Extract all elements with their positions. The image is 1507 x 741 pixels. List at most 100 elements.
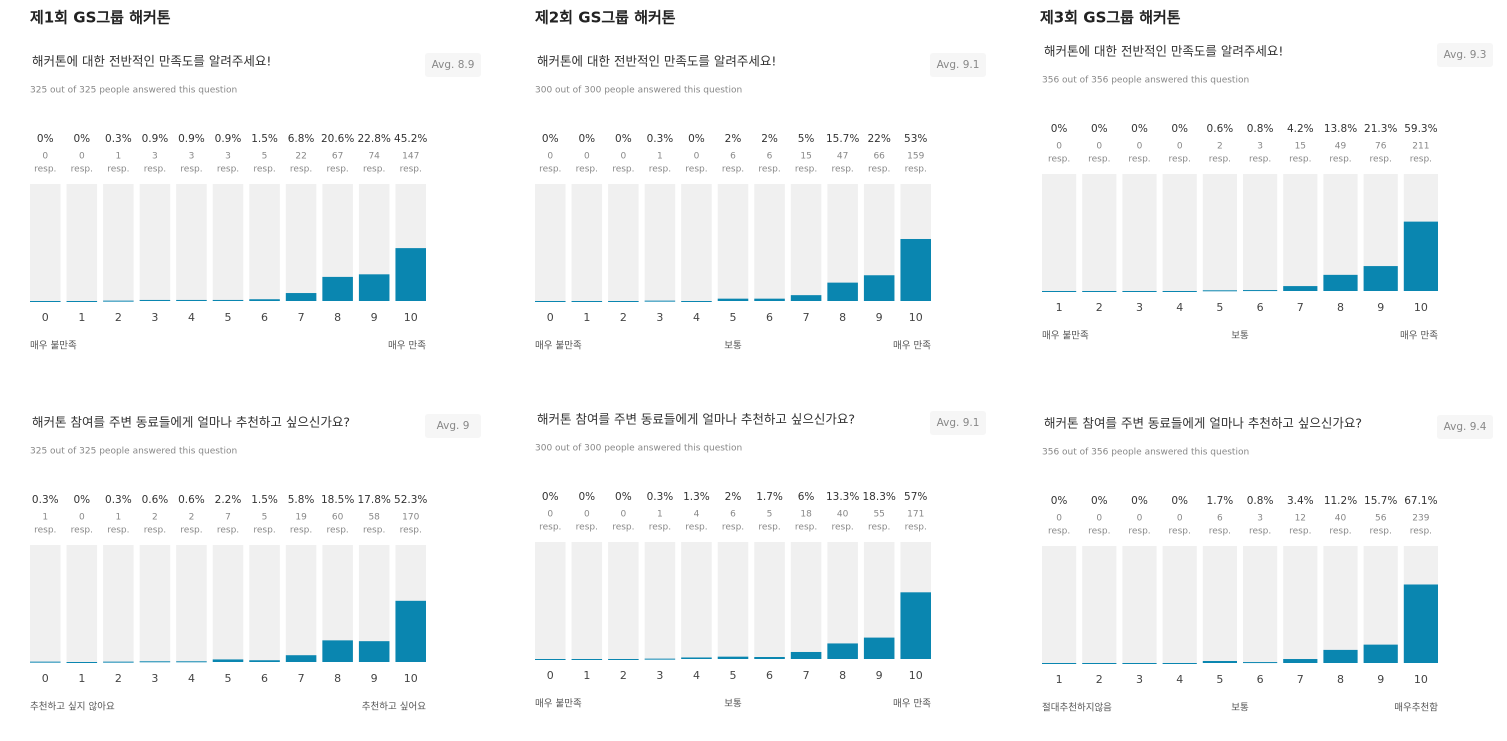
response-count: 159 <box>907 152 924 162</box>
category-label: 2 <box>620 311 627 324</box>
response-unit: resp. <box>685 523 707 533</box>
category-label: 8 <box>839 311 846 324</box>
scale-label: 보통 <box>1231 703 1249 714</box>
response-count: 0 <box>1177 514 1183 524</box>
subtitle: 356 out of 356 people answered this ques… <box>1042 448 1249 458</box>
response-count: 0 <box>1096 514 1102 524</box>
bar <box>212 299 244 301</box>
bar <box>571 301 603 302</box>
category-label: 2 <box>620 669 627 682</box>
scale-label: 매우 불만족 <box>1042 331 1089 342</box>
response-unit: resp. <box>290 165 312 175</box>
value-label: 57% <box>904 491 927 503</box>
bar <box>1243 290 1278 292</box>
bar-track <box>139 545 171 662</box>
value-label: 0% <box>542 133 559 145</box>
bar <box>1042 663 1077 664</box>
value-label: 6% <box>798 491 815 503</box>
response-unit: resp. <box>1209 527 1231 537</box>
response-count: 171 <box>907 510 924 520</box>
category-label: 3 <box>151 672 158 685</box>
response-unit: resp. <box>649 165 671 175</box>
category-label: 1 <box>78 311 85 324</box>
value-label: 18.5% <box>321 494 354 506</box>
value-label: 0% <box>1131 495 1148 507</box>
category-label: 0 <box>547 311 554 324</box>
value-label: 52.3% <box>394 494 427 506</box>
response-count: 40 <box>1335 514 1347 524</box>
bar <box>139 661 171 663</box>
category-label: 7 <box>803 311 810 324</box>
value-label: 0% <box>542 491 559 503</box>
category-label: 8 <box>1337 301 1344 314</box>
category-label: 5 <box>730 669 737 682</box>
bar-track <box>754 542 785 659</box>
value-label: 0.9% <box>142 133 169 145</box>
bar-track <box>535 184 566 301</box>
bar-track <box>1243 546 1278 663</box>
value-label: 18.3% <box>863 491 896 503</box>
value-label: 2% <box>761 133 778 145</box>
response-count: 170 <box>402 513 419 523</box>
bar-track <box>571 542 603 659</box>
bar <box>608 659 639 660</box>
category-label: 7 <box>1297 301 1304 314</box>
response-unit: resp. <box>868 523 890 533</box>
bar-track <box>1202 174 1237 291</box>
bar <box>535 301 566 302</box>
response-count: 12 <box>1295 514 1306 524</box>
bar <box>863 275 895 301</box>
bar <box>1283 659 1318 663</box>
avg-badge <box>425 53 481 77</box>
response-count: 3 <box>1257 142 1263 152</box>
response-unit: resp. <box>1209 155 1231 165</box>
bar <box>1403 221 1438 291</box>
response-count: 3 <box>152 152 158 162</box>
scale-label: 매우 불만족 <box>535 699 582 710</box>
response-unit: resp. <box>253 526 275 536</box>
value-label: 22% <box>868 133 891 145</box>
category-label: 9 <box>371 672 378 685</box>
bar <box>790 651 822 659</box>
category-label: 0 <box>42 672 49 685</box>
response-unit: resp. <box>217 526 239 536</box>
response-count: 56 <box>1375 514 1387 524</box>
category-label: 5 <box>1216 673 1223 686</box>
bar-track <box>717 184 749 301</box>
response-count: 55 <box>873 510 884 520</box>
scale-label: 보통 <box>1231 331 1249 342</box>
bar <box>30 301 61 302</box>
value-label: 0.3% <box>647 491 674 503</box>
response-count: 15 <box>1295 142 1306 152</box>
value-label: 0.3% <box>32 494 59 506</box>
bar <box>139 299 171 301</box>
value-label: 5% <box>798 133 815 145</box>
response-count: 0 <box>620 152 626 162</box>
value-label: 0.3% <box>105 494 132 506</box>
scale-label: 매우 만족 <box>1400 331 1438 342</box>
response-count: 0 <box>547 510 553 520</box>
bar <box>66 662 98 663</box>
response-count: 6 <box>1217 514 1223 524</box>
bar-track <box>212 545 244 662</box>
bar-track <box>1283 174 1318 291</box>
response-unit: resp. <box>1249 155 1271 165</box>
category-label: 8 <box>839 669 846 682</box>
response-count: 4 <box>694 510 700 520</box>
bar <box>1323 274 1358 291</box>
bar-track <box>139 184 171 301</box>
bar <box>285 655 317 662</box>
category-label: 8 <box>334 672 341 685</box>
response-count: 7 <box>225 513 231 523</box>
bar <box>863 637 895 659</box>
response-unit: resp. <box>400 526 422 536</box>
value-label: 1.5% <box>251 133 278 145</box>
response-unit: resp. <box>71 526 93 536</box>
bar-track <box>1082 174 1117 291</box>
bar <box>212 659 244 662</box>
value-label: 2.2% <box>215 494 242 506</box>
response-unit: resp. <box>1410 527 1432 537</box>
response-unit: resp. <box>758 523 780 533</box>
response-unit: resp. <box>831 523 853 533</box>
bar <box>322 640 353 662</box>
